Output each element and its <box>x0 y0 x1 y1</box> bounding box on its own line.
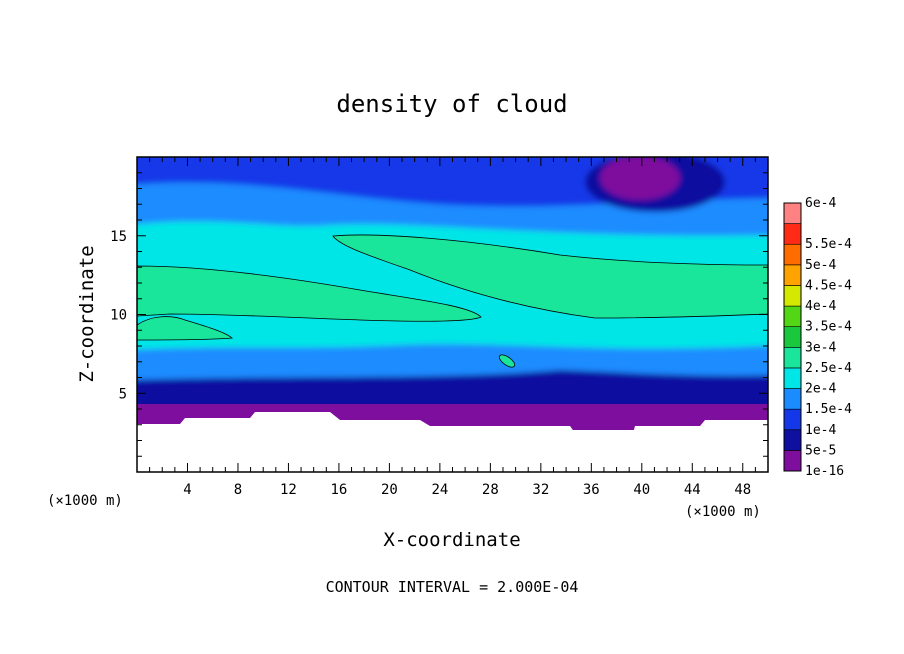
x-tick-label: 32 <box>532 482 549 498</box>
colorbar-swatch <box>783 450 802 472</box>
colorbar-swatch <box>783 429 802 451</box>
field-blank-terrain <box>137 412 768 472</box>
colorbar-label: 3.5e-4 <box>805 320 852 335</box>
colorbar-swatch <box>783 305 802 327</box>
x-tick-label: 28 <box>482 482 499 498</box>
colorbar-label: 5e-4 <box>805 258 836 273</box>
x-tick-label: 48 <box>734 482 751 498</box>
x-tick-label: 36 <box>583 482 600 498</box>
colorbar-swatch <box>783 223 802 245</box>
colorbar-swatch <box>783 202 802 224</box>
colorbar-label: 5.5e-4 <box>805 237 852 252</box>
chart-title: density of cloud <box>336 90 567 118</box>
colorbar-label: 4.5e-4 <box>805 278 852 293</box>
plot-area <box>137 157 768 472</box>
colorbar-swatch <box>783 264 802 286</box>
x-tick-label: 4 <box>183 482 191 498</box>
colorbar-swatch <box>783 347 802 369</box>
colorbar-label: 2.5e-4 <box>805 361 852 376</box>
y-axis-title: Z-coordinate <box>76 245 98 382</box>
x-axis-title: X-coordinate <box>383 529 520 551</box>
colorbar-label: 4e-4 <box>805 299 836 314</box>
field-max-region-left <box>137 265 482 322</box>
x-unit-label: (×1000 m) <box>685 504 761 520</box>
field-max-region-right <box>332 234 768 319</box>
colorbar-swatch <box>783 367 802 389</box>
x-axis: 4 8 12 16 20 24 28 32 36 40 44 48 <box>149 157 756 498</box>
y-unit-label: (×1000 m) <box>47 493 123 509</box>
x-tick-label: 24 <box>431 482 448 498</box>
field-max-region-small <box>137 316 233 341</box>
x-tick-label: 44 <box>684 482 701 498</box>
colorbar-label: 6e-4 <box>805 196 836 211</box>
y-tick-label: 15 <box>110 229 127 245</box>
x-tick-label: 20 <box>381 482 398 498</box>
field-max-region-spot <box>498 354 516 368</box>
y-tick-label: 10 <box>110 308 127 324</box>
colorbar-swatch <box>783 285 802 307</box>
colorbar-label: 2e-4 <box>805 382 836 397</box>
colorbar-label: 1e-16 <box>805 464 844 479</box>
colorbar-frame <box>783 202 802 472</box>
colorbar-label: 3e-4 <box>805 340 836 355</box>
contour-interval-note: CONTOUR INTERVAL = 2.000E-04 <box>326 578 579 596</box>
x-tick-label: 8 <box>234 482 242 498</box>
x-tick-label: 12 <box>280 482 297 498</box>
colorbar-swatch <box>783 243 802 266</box>
field-patch-top-right-core <box>600 157 680 200</box>
colorbar-swatch <box>783 326 802 348</box>
y-axis: 5 10 15 <box>110 172 768 457</box>
colorbar-swatch <box>783 388 802 410</box>
colorbar-swatch <box>783 408 802 431</box>
y-tick-label: 5 <box>119 386 127 402</box>
x-tick-label: 40 <box>633 482 650 498</box>
colorbar-label: 1e-4 <box>805 423 836 438</box>
colorbar-label: 1.5e-4 <box>805 402 852 417</box>
colorbar: 1e-16 5e-5 1e-4 1.5e-4 2e-4 2.5e-4 3e-4 3.5e-4 4… <box>783 196 852 479</box>
colorbar-label: 5e-5 <box>805 443 836 458</box>
x-tick-label: 16 <box>330 482 347 498</box>
